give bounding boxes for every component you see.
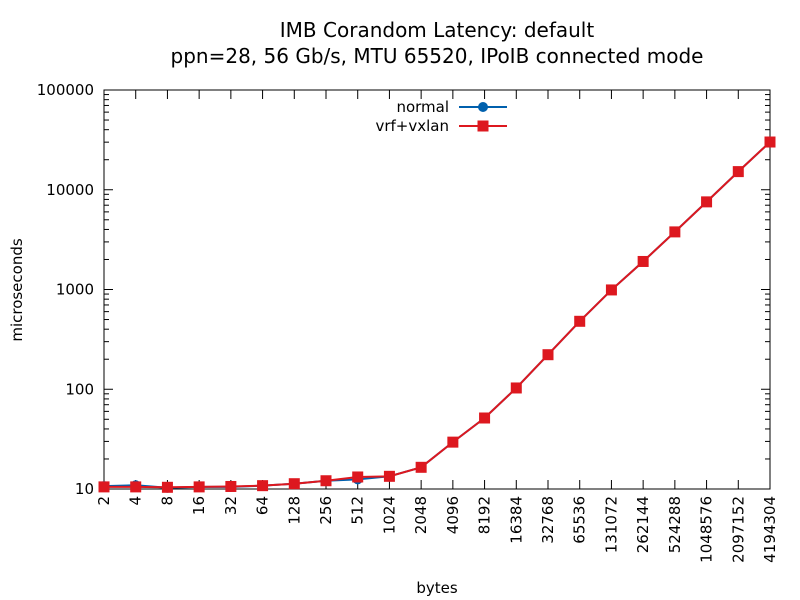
data-point (352, 471, 364, 483)
y-axis-label: microseconds (8, 238, 26, 342)
y-tick-label: 100 (65, 380, 94, 398)
chart-title: IMB Corandom Latency: default (280, 18, 595, 42)
legend-entry: vrf+vxlan (375, 117, 507, 135)
x-tick-label: 256 (317, 496, 335, 525)
x-tick-label: 4194304 (761, 496, 779, 563)
x-tick-label: 128 (285, 496, 303, 525)
y-tick-label: 10 (75, 480, 94, 498)
data-point (764, 136, 776, 148)
x-tick-label: 8192 (476, 496, 494, 534)
data-point (732, 166, 744, 178)
y-tick-label: 100000 (37, 81, 94, 99)
y-tick-label: 10000 (46, 181, 94, 199)
plot-frame (103, 89, 771, 490)
legend-label: normal (396, 98, 449, 116)
data-point (288, 478, 300, 490)
data-point (701, 196, 713, 208)
data-point (415, 461, 427, 473)
x-tick-label: 512 (349, 496, 367, 525)
x-tick-label: 1024 (380, 496, 398, 534)
series-normal (99, 137, 775, 493)
series-line (104, 141, 771, 489)
data-point (477, 120, 489, 132)
x-tick-label: 1048576 (698, 496, 716, 563)
x-tick-label: 16 (190, 496, 208, 515)
series-line (103, 141, 771, 489)
x-tick-label: 4 (127, 496, 145, 506)
x-tick-label: 8 (158, 496, 176, 506)
x-axis-label: bytes (416, 579, 458, 597)
x-tick-label: 32 (222, 496, 240, 515)
x-tick-label: 2 (95, 496, 113, 506)
data-point (479, 412, 491, 424)
x-tick-label: 32768 (539, 496, 557, 544)
x-tick-label: 2097152 (729, 496, 747, 563)
y-tick-label: 1000 (56, 281, 94, 299)
x-tick-label: 64 (254, 496, 272, 515)
legend-entry: normal (396, 98, 507, 116)
plot-area: 10 100 1000 10000 100000 2 4 8 16 32 64 128 256 512 10… (37, 81, 779, 563)
data-point (669, 226, 681, 238)
data-point (574, 315, 586, 327)
chart-subtitle: ppn=28, 56 Gb/s, MTU 65520, IPoIB connec… (171, 44, 704, 68)
data-point (542, 349, 554, 361)
data-point (637, 255, 649, 267)
legend-label: vrf+vxlan (375, 117, 449, 135)
x-tick-label: 4096 (444, 496, 462, 534)
data-point (225, 480, 237, 492)
x-tick-label: 524288 (666, 496, 684, 553)
x-tick-label: 16384 (507, 496, 525, 544)
data-point (130, 481, 142, 493)
x-tick-label: 65536 (571, 496, 589, 544)
x-tick-label: 2048 (412, 496, 430, 534)
x-tick-label: 131072 (602, 496, 620, 553)
data-point (383, 470, 395, 482)
data-point (478, 102, 488, 112)
data-point (193, 481, 205, 493)
data-point (320, 475, 332, 487)
data-point (257, 480, 269, 492)
data-point (98, 481, 110, 493)
data-point (605, 284, 617, 296)
x-tick-label: 262144 (634, 496, 652, 553)
data-point (161, 481, 173, 493)
data-point (510, 382, 522, 394)
series-vrf-vxlan (98, 136, 776, 493)
data-point (447, 436, 459, 448)
